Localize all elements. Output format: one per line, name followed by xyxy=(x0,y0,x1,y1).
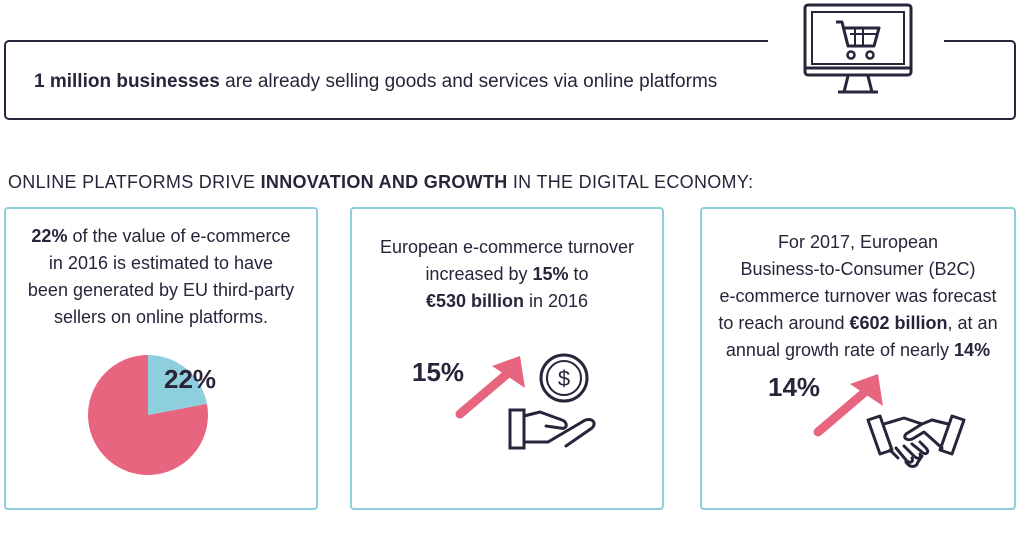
shopping-cart-monitor-icon xyxy=(803,3,913,94)
card-line: For 2017, European xyxy=(777,232,939,252)
pie-slice-rest xyxy=(88,355,208,475)
card-line: to reach around €602 billion, at an xyxy=(718,313,998,333)
card-line: been generated by EU third-party xyxy=(27,280,295,300)
card-line: annual growth rate of nearly 14% xyxy=(725,340,991,360)
handshake-icon xyxy=(866,414,966,468)
banner-text: 1 million businesses are already selling… xyxy=(34,71,718,92)
card-2-figure: 15% xyxy=(412,357,465,387)
card-2-text: European e-commerce turnover increased by… xyxy=(352,234,662,315)
card-3-text: For 2017, European Business-to-Consumer (… xyxy=(702,229,1014,364)
card-line: increased by 15% to xyxy=(425,264,589,284)
svg-text:$: $ xyxy=(558,366,570,391)
section-heading: ONLINE PLATFORMS DRIVE INNOVATION AND GR… xyxy=(8,172,754,192)
coin-in-hand-icon: $ xyxy=(508,353,596,450)
card-line: Business-to-Consumer (B2C) xyxy=(740,259,976,279)
pie-slice-share xyxy=(148,355,207,415)
pie-chart xyxy=(88,355,208,475)
up-arrow-icon xyxy=(455,356,525,419)
card-1-figure: 22% xyxy=(164,364,217,394)
banner-box xyxy=(4,40,1016,120)
card-line: European e-commerce turnover xyxy=(379,237,635,257)
card-line: in 2016 is estimated to have xyxy=(48,253,274,273)
card-forecast-2017: For 2017, European Business-to-Consumer (… xyxy=(700,207,1016,510)
card-1-text: 22% of the value of e-commerce in 2016 is… xyxy=(6,223,316,331)
card-line: €530 billion in 2016 xyxy=(425,291,589,311)
card-line: e-commerce turnover was forecast xyxy=(719,286,997,306)
card-turnover-2016: European e-commerce turnover increased by… xyxy=(350,207,664,510)
card-3-figure: 14% xyxy=(768,372,821,402)
up-arrow-icon xyxy=(813,374,883,437)
card-line: sellers on online platforms. xyxy=(53,307,269,327)
card-line: 22% of the value of e-commerce xyxy=(31,226,291,246)
